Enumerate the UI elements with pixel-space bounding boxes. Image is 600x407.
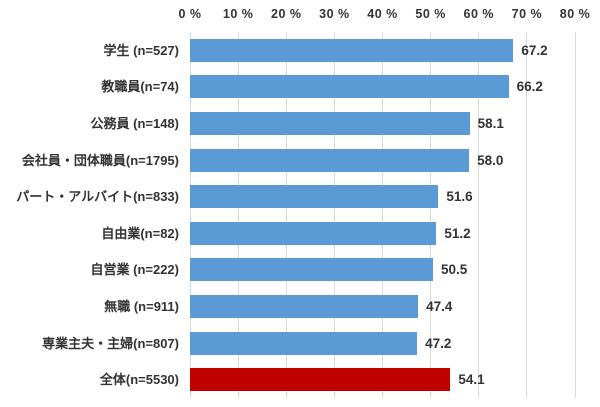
category-label: 会社員・団体職員(n=1795) [21,152,179,168]
gridline [526,32,528,398]
bar [190,221,437,245]
value-label: 54.1 [458,372,485,388]
value-label: 47.2 [425,335,452,351]
category-label: 自営業 (n=222) [90,262,180,278]
gridline [382,32,383,398]
bar [190,38,514,62]
bar-total [190,368,451,392]
value-label: 58.1 [477,116,504,131]
value-label: 51.6 [446,189,473,205]
axis-tick-label: 10 % [222,7,254,21]
category-label: 教職員(n=74) [101,79,179,95]
axis-tick-label: 20 % [271,7,302,21]
axis-tick-label: 60 % [463,7,494,21]
gridline [189,32,191,398]
value-label: 66.2 [516,79,543,95]
bar [190,295,419,318]
gridline [237,32,239,398]
gridline [430,32,432,398]
axis-tick-label: 30 % [319,7,350,21]
axis-tick-label: 70 % [511,7,543,21]
gridline [574,32,576,398]
category-label: パート・アルバイト(n=833) [16,189,179,205]
category-label: 学生 (n=527) [103,42,180,58]
axis-tick-label: 50 % [415,7,446,21]
bar [190,331,418,355]
bar [190,148,470,172]
value-label: 50.5 [441,262,468,278]
axis-tick-label: 0 % [178,7,202,21]
category-label: 無職 (n=911) [104,299,179,314]
category-label: 自由業(n=82) [101,225,179,241]
axis-tick-label: 40 % [367,7,398,21]
gridline [333,32,335,398]
bar [190,185,439,209]
value-label: 67.2 [521,42,548,58]
axis-tick-label: 80 % [559,7,591,21]
bar [190,258,434,282]
value-label: 58.0 [477,152,504,168]
value-label: 51.2 [444,225,471,241]
value-label: 47.4 [426,299,453,314]
gridline [478,32,480,398]
category-label: 公務員 (n=148) [90,116,180,131]
bar [190,75,509,99]
category-label: 全体(n=5530) [99,372,179,388]
category-label: 専業主夫・主婦(n=807) [42,335,179,351]
bar [190,112,470,135]
gridline [285,32,287,398]
